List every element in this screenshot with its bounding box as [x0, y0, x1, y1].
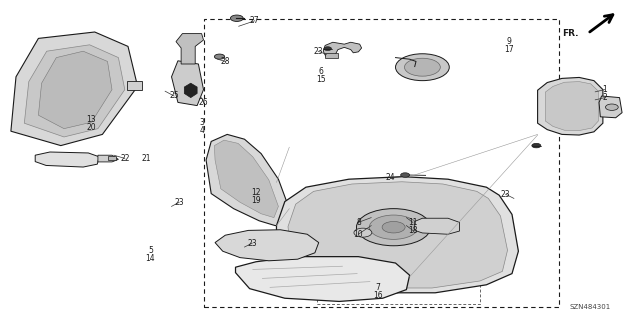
Polygon shape: [108, 156, 116, 160]
Text: 25: 25: [169, 92, 179, 100]
Text: 15: 15: [316, 75, 326, 84]
Polygon shape: [323, 42, 362, 58]
Polygon shape: [599, 96, 622, 118]
Bar: [317, 202, 480, 304]
Bar: [204, 19, 559, 307]
Text: 17: 17: [504, 45, 514, 54]
Text: 23: 23: [313, 47, 323, 56]
Polygon shape: [24, 45, 125, 137]
Circle shape: [382, 221, 405, 233]
Polygon shape: [538, 77, 603, 135]
Polygon shape: [206, 134, 289, 226]
Text: 4: 4: [200, 126, 205, 135]
Text: 10: 10: [353, 230, 364, 239]
Text: 9: 9: [506, 37, 511, 46]
Text: 14: 14: [145, 254, 156, 263]
Text: 18: 18: [408, 226, 417, 235]
Text: 23: 23: [174, 198, 184, 207]
Polygon shape: [236, 257, 410, 301]
Circle shape: [605, 104, 618, 110]
Text: 3: 3: [200, 118, 205, 127]
Polygon shape: [176, 34, 204, 64]
Text: 7: 7: [375, 284, 380, 292]
Circle shape: [230, 15, 243, 21]
Text: 8: 8: [356, 218, 361, 227]
Circle shape: [404, 58, 440, 76]
Circle shape: [241, 247, 250, 252]
Text: 27: 27: [250, 16, 260, 25]
Polygon shape: [98, 155, 118, 162]
Text: 23: 23: [247, 239, 257, 248]
Text: 21: 21: [141, 154, 150, 163]
Text: 5: 5: [148, 246, 153, 255]
Polygon shape: [215, 230, 319, 261]
Circle shape: [214, 54, 225, 59]
Text: 6: 6: [319, 67, 324, 76]
Circle shape: [356, 209, 431, 246]
Circle shape: [324, 47, 332, 51]
Text: 13: 13: [86, 116, 96, 124]
Polygon shape: [214, 140, 278, 218]
Text: 16: 16: [372, 292, 383, 300]
Text: 11: 11: [408, 218, 417, 227]
Text: 22: 22: [120, 154, 129, 163]
Polygon shape: [276, 177, 518, 293]
Text: 1: 1: [602, 85, 607, 94]
Text: 28: 28: [221, 57, 230, 66]
Polygon shape: [415, 218, 460, 234]
Text: 23: 23: [500, 190, 511, 199]
Polygon shape: [35, 152, 99, 167]
Circle shape: [532, 143, 541, 148]
Text: 2: 2: [602, 93, 607, 102]
Text: 24: 24: [385, 173, 396, 182]
Text: 20: 20: [86, 124, 96, 132]
Text: 12: 12: [252, 188, 260, 197]
Polygon shape: [184, 83, 197, 98]
Text: SZN484301: SZN484301: [570, 304, 611, 310]
Polygon shape: [325, 53, 338, 58]
Polygon shape: [38, 51, 112, 129]
Circle shape: [354, 228, 372, 237]
Polygon shape: [172, 61, 204, 106]
Circle shape: [401, 173, 410, 177]
Text: FR.: FR.: [562, 29, 579, 38]
Circle shape: [396, 54, 449, 81]
Polygon shape: [127, 81, 142, 90]
Polygon shape: [545, 82, 598, 131]
Circle shape: [369, 215, 418, 239]
Text: 26: 26: [198, 98, 209, 107]
Text: 19: 19: [251, 196, 261, 205]
Polygon shape: [11, 32, 138, 146]
Polygon shape: [288, 182, 508, 288]
